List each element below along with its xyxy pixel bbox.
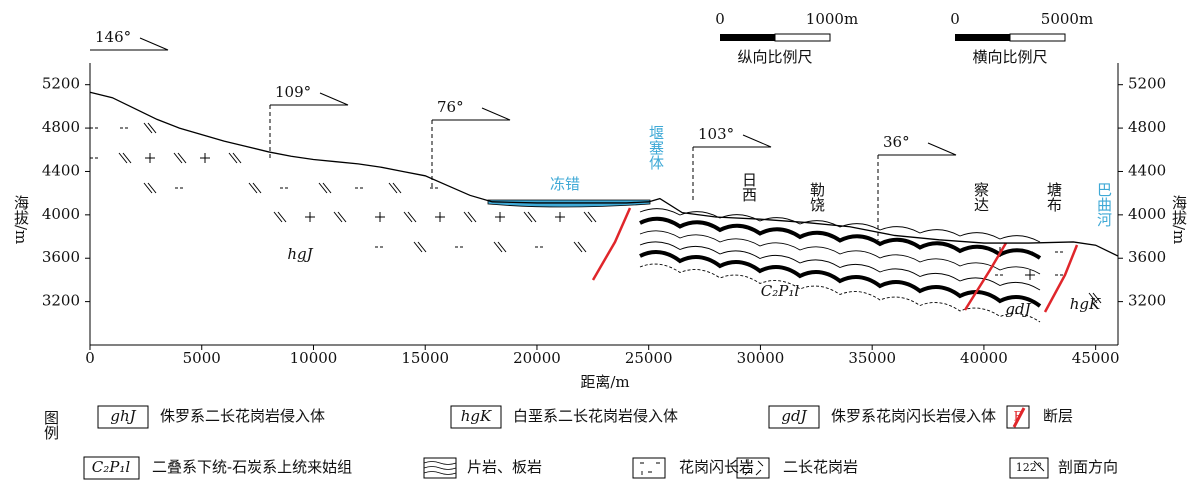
annotation: 日西 (740, 172, 758, 202)
rock-pattern (144, 123, 156, 133)
annotation: 勒饶 (808, 182, 826, 213)
rock-pattern (200, 153, 210, 163)
legend-label: 侏罗系花岗闪长岩侵入体 (831, 407, 996, 425)
scale-tick-label: 5000m (1041, 10, 1093, 28)
rock-pattern (640, 252, 1040, 306)
rock-pattern (574, 242, 586, 252)
legend-symbol: gdJ (781, 407, 807, 425)
x-tick-label: 5000 (183, 349, 221, 367)
rock-pattern (375, 212, 385, 222)
x-tick-label: 25000 (625, 349, 673, 367)
direction-label: 146° (95, 28, 131, 46)
legend-label: 二叠系下统-石炭系上统来姑组 (152, 458, 352, 476)
rock-pattern (555, 212, 565, 222)
legend-label: 剖面方向 (1058, 458, 1118, 476)
annotation: 塘布 (1045, 182, 1063, 212)
x-tick-label: 10000 (290, 349, 338, 367)
scale-label: 横向比例尺 (972, 48, 1047, 66)
scale-tick-label: 0 (715, 10, 725, 28)
rock-pattern (229, 153, 241, 163)
scale-bar (775, 34, 830, 41)
legend-symbol: 122° (1016, 461, 1043, 474)
chart: 海拔/m 海拔/m 距离/m 3200 3600 4000 4400 4800 5200 3… (0, 0, 1204, 489)
rock-pattern (435, 212, 445, 222)
legend-label: 白垩系二长花岗岩侵入体 (513, 407, 678, 425)
rock-pattern (464, 212, 476, 222)
x-axis-title: 距离/m (580, 373, 629, 391)
scale-tick-label: 1000m (806, 10, 858, 28)
y2-axis-title: 海拔/m (1170, 195, 1188, 244)
rock-pattern (319, 183, 331, 193)
rock-pattern (1025, 270, 1035, 280)
rock-pattern (334, 212, 346, 222)
legend-title: 图例 (42, 410, 60, 441)
scale-bar (1010, 34, 1065, 41)
legend-label: 二长花岗岩 (783, 458, 858, 476)
scale-tick-label: 0 (950, 10, 960, 28)
x-tick-label: 40000 (960, 349, 1008, 367)
legend-symbol: C₂P₁l (92, 458, 131, 476)
annotation: C₂P₁l (761, 282, 800, 300)
rock-pattern (404, 212, 416, 222)
legend-label: 片岩、板岩 (467, 458, 542, 476)
rock-pattern (494, 242, 506, 252)
x-tick-label: 45000 (1072, 349, 1120, 367)
rock-pattern (144, 183, 156, 193)
direction-label: 103° (698, 125, 734, 143)
legend-label: 侏罗系二长花岗岩侵入体 (160, 407, 325, 425)
annotation: 冻错 (550, 175, 580, 193)
rock-pattern (524, 212, 536, 222)
direction-label: 109° (275, 83, 311, 101)
rock-pattern (389, 183, 401, 193)
scale-label: 纵向比例尺 (737, 48, 812, 66)
rock-pattern (584, 212, 596, 222)
y2-tick-label: 5200 (1128, 75, 1166, 93)
legend-symbol: ghJ (110, 407, 136, 425)
annotation: 巴曲河 (1095, 182, 1113, 227)
annotation: gdJ (1005, 300, 1031, 318)
y2-tick-label: 4000 (1128, 205, 1166, 223)
legend-label: 花岗闪长岩 (679, 458, 754, 476)
annotation: 堰塞体 (647, 125, 665, 170)
y2-tick-label: 4800 (1128, 118, 1166, 136)
y2-tick-label: 4400 (1128, 161, 1166, 179)
x-tick-label: 15000 (401, 349, 449, 367)
x-tick-label: 30000 (737, 349, 785, 367)
y2-tick-label: 3200 (1128, 292, 1166, 310)
y-axis-title: 海拔/m (12, 195, 30, 244)
rock-pattern (414, 242, 426, 252)
x-tick-label: 35000 (848, 349, 896, 367)
legend-symbol: F (1013, 410, 1022, 425)
rock-pattern (145, 153, 155, 163)
y-tick-label: 3200 (42, 292, 80, 310)
rock-pattern (495, 212, 505, 222)
y-tick-label: 3600 (42, 248, 80, 266)
y-tick-label: 4800 (42, 118, 80, 136)
y-tick-label: 5200 (42, 75, 80, 93)
annotation: hgJ (287, 245, 313, 263)
scale-bar (720, 34, 775, 41)
rock-pattern (305, 212, 315, 222)
scale-bar (955, 34, 1010, 41)
rock-pattern (119, 153, 131, 163)
x-tick-label: 20000 (513, 349, 561, 367)
x-tick-label: 0 (85, 349, 95, 367)
rock-pattern (640, 219, 1040, 258)
annotation: hgK (1070, 295, 1101, 313)
rock-pattern (174, 153, 186, 163)
legend-label: 断层 (1043, 407, 1073, 425)
direction-label: 76° (437, 98, 464, 116)
rock-pattern (593, 208, 630, 280)
y-tick-label: 4400 (42, 161, 80, 179)
terrain-profile (90, 92, 1118, 256)
rock-pattern (249, 183, 261, 193)
y2-tick-label: 3600 (1128, 248, 1166, 266)
y-tick-label: 4000 (42, 205, 80, 223)
legend-symbol: hgK (461, 407, 492, 425)
direction-label: 36° (883, 133, 910, 151)
annotation: 察达 (972, 181, 990, 212)
rock-pattern (274, 212, 286, 222)
